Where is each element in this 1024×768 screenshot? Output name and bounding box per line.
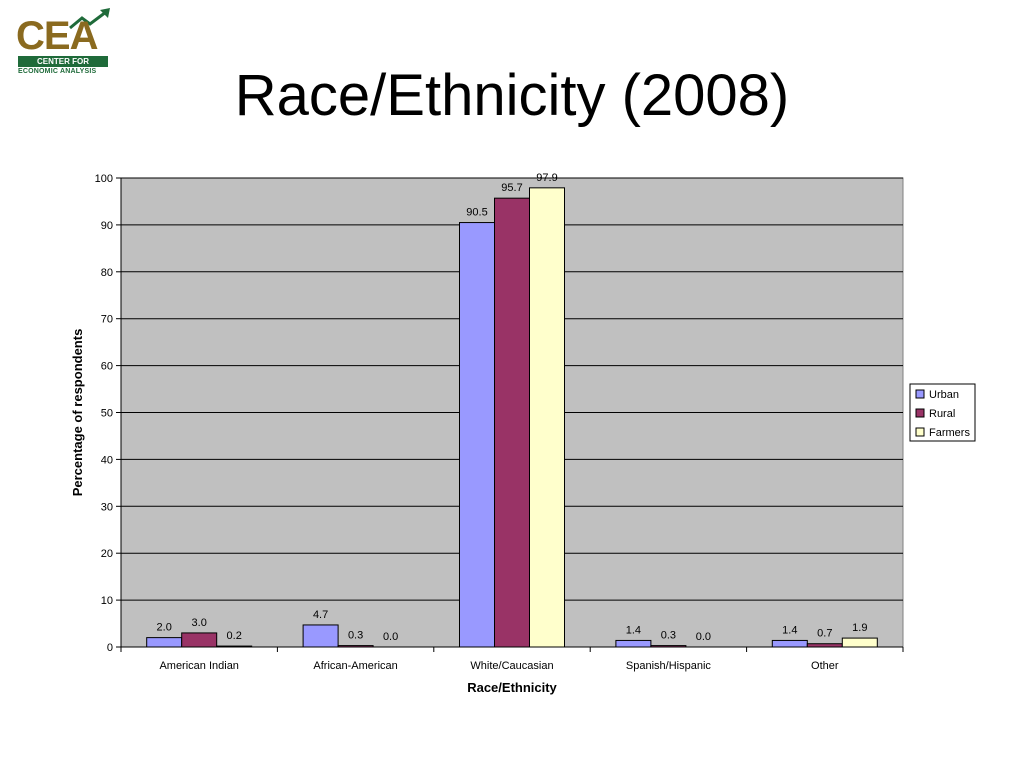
data-label: 0.0 xyxy=(383,631,398,643)
data-label: 3.0 xyxy=(192,617,207,629)
bar-urban xyxy=(615,639,652,648)
data-label: 1.9 xyxy=(852,622,867,634)
y-tick-label: 20 xyxy=(101,548,113,560)
y-tick-label: 80 xyxy=(101,267,113,279)
bar-rural xyxy=(337,645,374,648)
bar-farmers xyxy=(216,645,253,648)
x-tick-label: African-American xyxy=(313,660,397,672)
bar-rural xyxy=(181,632,218,648)
legend-swatch xyxy=(915,389,925,399)
data-label: 95.7 xyxy=(501,182,522,194)
logo-band: CENTER FOR xyxy=(18,56,108,67)
y-tick-label: 10 xyxy=(101,595,113,607)
data-label: 0.3 xyxy=(661,630,676,642)
bar-urban xyxy=(302,624,339,648)
x-tick-label: American Indian xyxy=(159,660,239,672)
page-title: Race/Ethnicity (2008) xyxy=(234,63,790,128)
bar-urban xyxy=(771,639,808,648)
x-axis-title: Race/Ethnicity xyxy=(467,680,557,695)
legend-swatch xyxy=(915,427,925,437)
growth-arrow-icon xyxy=(69,8,110,30)
y-tick-label: 60 xyxy=(101,361,113,373)
logo-subtitle: ECONOMIC ANALYSIS xyxy=(18,68,97,75)
y-tick-label: 0 xyxy=(107,642,113,654)
y-tick-label: 30 xyxy=(101,501,113,513)
legend-label: Farmers xyxy=(929,427,970,439)
data-label: 2.0 xyxy=(157,622,172,634)
bar-rural xyxy=(806,643,843,648)
x-tick-label: Other xyxy=(811,660,839,672)
data-label: 90.5 xyxy=(466,207,487,219)
bar-rural xyxy=(650,645,687,648)
y-tick-label: 70 xyxy=(101,314,113,326)
y-tick-label: 50 xyxy=(101,408,113,420)
data-label: 0.0 xyxy=(696,631,711,643)
data-label: 4.7 xyxy=(313,609,328,621)
data-label: 1.4 xyxy=(782,624,797,636)
bar-rural xyxy=(494,197,530,648)
x-tick-label: Spanish/Hispanic xyxy=(626,660,711,672)
data-label: 0.7 xyxy=(817,628,832,640)
data-label: 0.3 xyxy=(348,630,363,642)
bar-farmers xyxy=(841,637,878,648)
y-tick-label: 90 xyxy=(101,220,113,232)
legend-label: Rural xyxy=(929,408,955,420)
bar-farmers xyxy=(529,187,565,648)
data-label: 0.2 xyxy=(227,630,242,642)
y-axis-title: Percentage of respondents xyxy=(70,329,85,497)
bar-urban xyxy=(459,222,495,648)
y-tick-label: 100 xyxy=(95,173,113,185)
data-label: 1.4 xyxy=(626,624,641,636)
y-tick-label: 40 xyxy=(101,454,113,466)
data-label: 97.9 xyxy=(536,172,557,184)
logo-acronym: CEA xyxy=(16,14,98,58)
cea-logo: CEA CENTER FOR ECONOMIC ANALYSIS xyxy=(16,8,116,76)
legend-label: Urban xyxy=(929,389,959,401)
bar-urban xyxy=(146,637,183,648)
legend-swatch xyxy=(915,408,925,418)
x-tick-label: White/Caucasian xyxy=(470,660,553,672)
